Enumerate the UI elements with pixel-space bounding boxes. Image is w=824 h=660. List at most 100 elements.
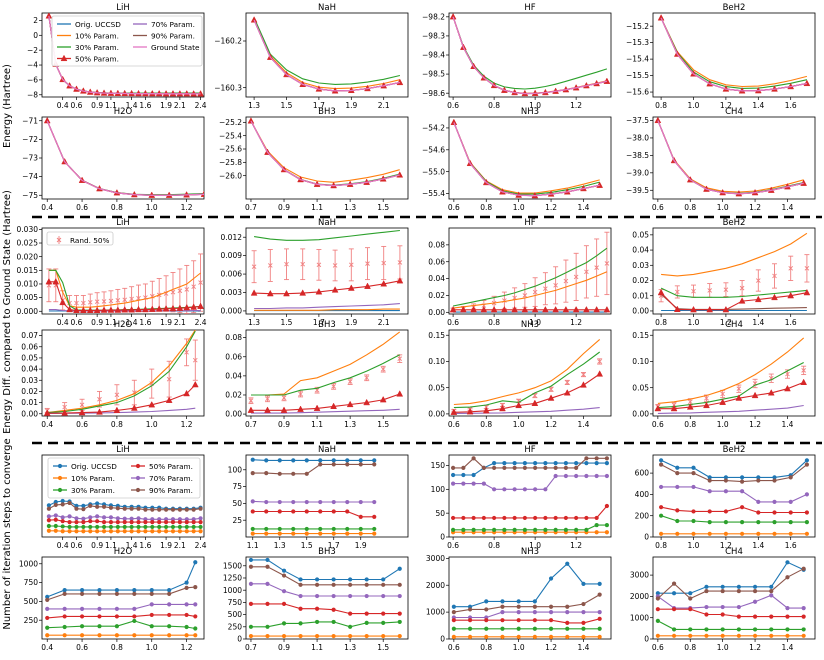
data-point: [114, 306, 122, 313]
series-p10: [253, 18, 401, 90]
data-point: [688, 627, 693, 632]
series-p90: [655, 566, 806, 601]
x-tick-label: 1.4: [752, 318, 764, 327]
rand-point: [331, 384, 336, 389]
data-point: [707, 509, 712, 514]
series-p30: [250, 526, 377, 532]
series-gs: [250, 120, 400, 187]
data-point: [688, 633, 693, 638]
data-point: [45, 633, 50, 638]
y-tick-label: −25.2: [219, 118, 242, 127]
data-point: [532, 634, 537, 639]
rand-point: [801, 368, 806, 373]
rand-point: [785, 371, 790, 377]
legend-entry-p50: 50% Param.: [131, 462, 193, 471]
panel-title: LiH: [116, 218, 130, 228]
legend-marker: [135, 463, 141, 469]
x-tick-label: 2.4: [195, 541, 207, 550]
y-tick-label: −8: [27, 90, 38, 99]
x-tick-label: 1.4: [781, 420, 793, 429]
data-point: [129, 520, 134, 525]
data-point: [248, 557, 254, 563]
data-point: [132, 618, 137, 624]
data-point: [184, 633, 189, 638]
data-point: [67, 520, 72, 525]
legend-label: 50% Param.: [149, 462, 193, 471]
y-tick-label: −37.5: [626, 116, 649, 125]
data-point: [157, 524, 162, 530]
data-point: [291, 531, 296, 536]
data-point: [81, 516, 86, 521]
data-point: [60, 529, 65, 534]
series-p30: [248, 619, 402, 629]
x-tick-label: 0.6: [447, 541, 459, 550]
panel-title: BH3: [318, 320, 336, 330]
x-tick-label: 0.4: [57, 101, 69, 110]
rand-point: [191, 284, 196, 290]
x-tick-label: 0.8: [111, 420, 123, 429]
data-point: [331, 577, 336, 582]
data-point: [81, 520, 86, 525]
data-point: [136, 506, 141, 511]
series-line-p70: [251, 583, 400, 597]
data-point: [769, 627, 774, 632]
data-point: [299, 289, 307, 296]
data-point: [100, 306, 108, 313]
data-point: [736, 584, 741, 589]
legend-label: 50% Param.: [75, 54, 119, 63]
panel-title: H2O: [114, 107, 133, 117]
series-p10: [661, 232, 808, 277]
data-point: [122, 516, 127, 521]
x-tick-label: 0.8: [684, 420, 696, 429]
data-point: [346, 400, 354, 408]
data-point: [250, 471, 255, 476]
data-point: [108, 524, 114, 530]
data-point: [250, 289, 258, 296]
data-point: [291, 471, 296, 476]
y-tick-label: 750: [228, 598, 243, 607]
legend-entry-p70: 70% Param.: [133, 20, 195, 29]
data-point: [122, 506, 127, 511]
data-point: [191, 380, 199, 388]
plot-frame: [41, 116, 205, 200]
data-point: [532, 599, 537, 604]
data-point: [67, 529, 72, 534]
data-point: [754, 295, 762, 303]
data-point: [191, 517, 196, 522]
panel-iter-beh2: BeH2 0.8 1.0 1.2 1.4 1.6 0 200 400 600: [635, 445, 816, 550]
data-point: [740, 519, 745, 525]
data-point: [459, 305, 467, 313]
data-point: [364, 282, 371, 289]
y-tick-label: −98.2: [422, 12, 445, 21]
y-tick-label: 0: [237, 635, 242, 644]
data-point: [654, 117, 662, 124]
data-point: [769, 588, 774, 594]
data-point: [500, 634, 505, 639]
series-p50: [43, 380, 199, 416]
data-point: [801, 633, 806, 638]
data-point: [723, 531, 729, 536]
x-tick-label: 1.4: [577, 643, 589, 652]
data-point: [184, 520, 189, 525]
data-point: [397, 566, 402, 571]
data-point: [250, 499, 255, 504]
data-point: [563, 465, 568, 470]
data-point: [541, 305, 549, 313]
data-point: [735, 394, 743, 401]
data-point: [281, 573, 287, 578]
data-point: [281, 633, 287, 639]
panel-energy-h2o: H2O 0.4 0.6 0.8 1.0 1.2 −75 −74 −73 −72 −71: [22, 107, 205, 212]
data-point: [597, 626, 602, 631]
rand-point: [62, 404, 67, 410]
data-point: [801, 566, 806, 571]
series-line-p90: [453, 594, 600, 613]
series-line-gs: [48, 15, 201, 95]
rand-point: [548, 386, 554, 392]
data-point: [298, 621, 303, 626]
x-tick-label: 1.0: [146, 420, 158, 429]
series-p50: [451, 503, 609, 521]
row-labels: Energy (Hartree) Energy Diff. compared t…: [2, 64, 13, 630]
rand-point: [101, 299, 107, 304]
data-point: [451, 634, 456, 639]
x-tick-label: 1.4: [577, 420, 589, 429]
